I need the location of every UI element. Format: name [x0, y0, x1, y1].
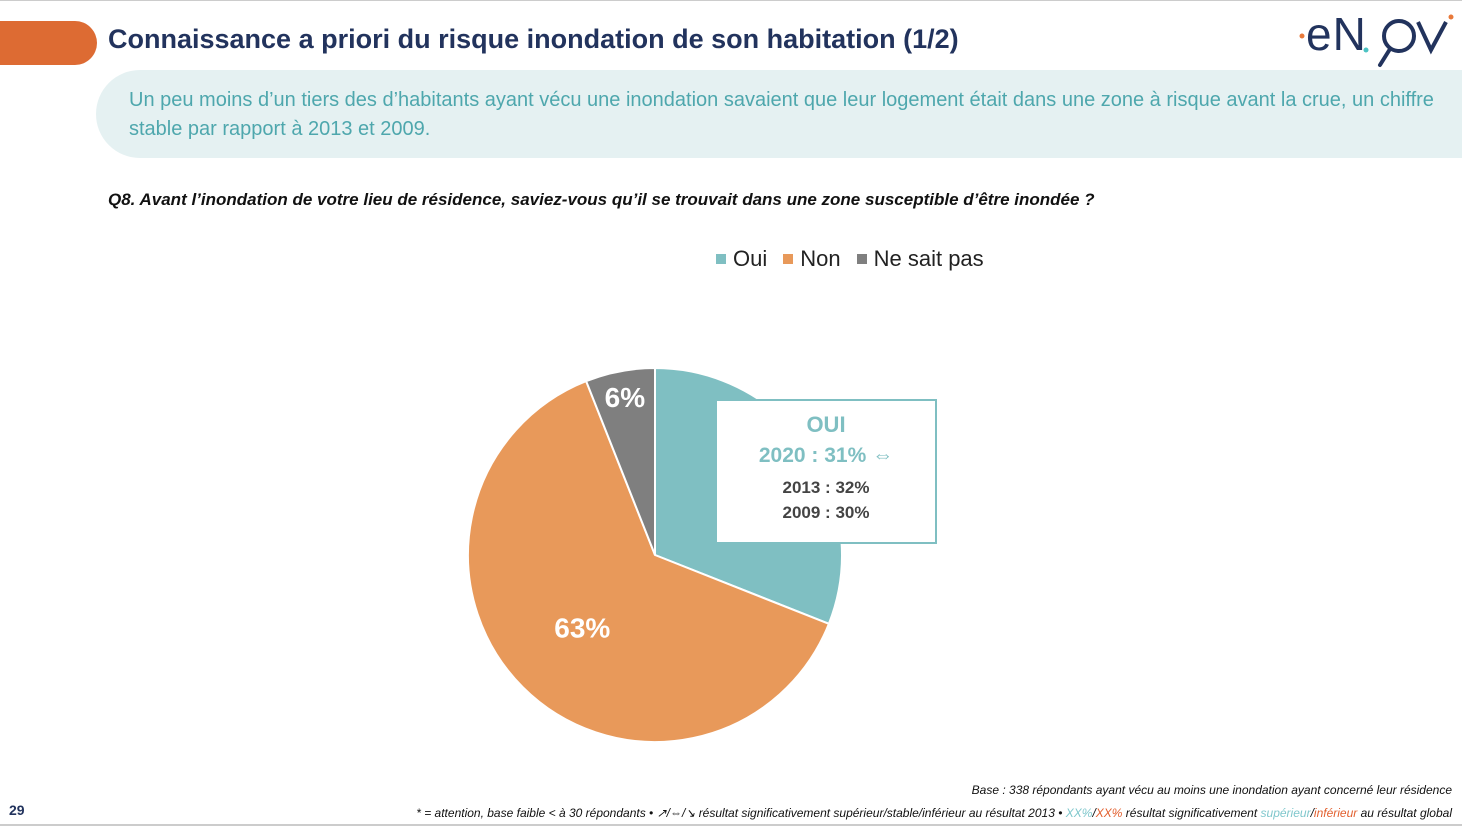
page-number: 29 — [9, 802, 25, 818]
summary-text: Un peu moins d’un tiers des d’habitants … — [129, 89, 1434, 140]
page-title: Connaissance a priori du risque inondati… — [108, 24, 959, 54]
callout-title: OUI — [806, 412, 846, 437]
note-xx-sup: XX% — [1065, 806, 1093, 820]
question-text: Q8. Avant l’inondation de votre lieu de … — [108, 190, 1095, 209]
legend-note: * = attention, base faible < à 30 répond… — [416, 806, 1452, 820]
note-a: * = attention, base faible < à 30 répond… — [416, 806, 1066, 820]
legend-swatch — [783, 254, 794, 264]
legend-item-oui: Oui — [716, 246, 767, 272]
legend-label: Oui — [733, 246, 768, 271]
bottom-divider — [0, 824, 1462, 826]
svg-text:eN: eN — [1306, 10, 1367, 60]
legend-label: Ne sait pas — [873, 246, 984, 271]
note-slash: / — [1310, 806, 1314, 820]
base-note: Base : 338 répondants ayant vécu au moin… — [971, 783, 1452, 797]
oui-callout: OUI 2020 : 31% ⇔ 2013 : 32% 2009 : 30% — [715, 399, 937, 544]
title-accent-tab — [0, 21, 97, 65]
note-c: au résultat global — [1357, 806, 1452, 820]
note-slash: / — [1092, 806, 1096, 820]
note-inf: inférieur — [1313, 806, 1358, 820]
legend-swatch — [856, 254, 867, 264]
data-label: 6% — [605, 382, 646, 413]
data-label: 63% — [554, 613, 610, 644]
note-sup: supérieur — [1260, 806, 1311, 820]
enov-logo: eN — [1296, 8, 1456, 75]
callout-2009: 2009 : 30% — [782, 503, 870, 522]
callout-current-value: 2020 : 31% — [758, 444, 867, 467]
chart-legend: Oui Non Ne sait pas — [716, 246, 984, 272]
summary-banner — [96, 70, 1462, 158]
note-b: résultat significativement — [1122, 806, 1261, 820]
note-xx-inf: XX% — [1095, 806, 1123, 820]
legend-swatch — [716, 254, 726, 264]
legend-label: Non — [800, 246, 841, 271]
legend-item-non: Non — [783, 246, 841, 272]
callout-2013: 2013 : 32% — [782, 478, 870, 497]
top-divider — [0, 0, 1462, 1]
pie-slice-non — [467, 379, 831, 743]
pie-slice-ne-sait-pas — [584, 366, 656, 556]
stable-arrow-icon: ⇔ — [872, 444, 894, 467]
legend-item-nsp: Ne sait pas — [856, 246, 984, 272]
callout-current: 2020 : 31% ⇔ — [717, 444, 935, 468]
